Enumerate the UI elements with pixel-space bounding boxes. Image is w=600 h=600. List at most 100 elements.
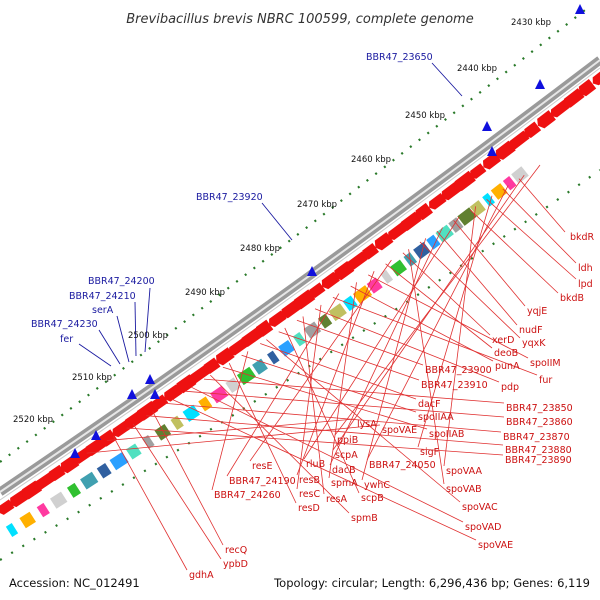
gene-arrow <box>415 202 433 221</box>
gene-label-inner: dacF <box>418 399 441 410</box>
gene-leader-line-outer <box>116 315 130 363</box>
gene-label-inner: BBR47_23880 <box>505 445 572 456</box>
gene-marker <box>482 121 492 131</box>
gene-block <box>390 259 407 277</box>
gene-label-outer: fer <box>60 334 73 345</box>
gene-block <box>435 224 454 243</box>
gene-block <box>457 207 477 226</box>
gene-leader-line <box>486 199 577 280</box>
gene-marker <box>127 389 137 399</box>
gene-block <box>490 183 508 200</box>
gene-label-inner: ppiB <box>337 435 358 446</box>
gene-block <box>80 471 99 490</box>
gene-label-inner: resD <box>298 503 320 514</box>
gene-leader-line <box>278 331 420 381</box>
gene-label-inner: BBR47_23910 <box>421 380 488 391</box>
gene-leader-line <box>350 285 494 362</box>
gene-label-inner: rluB <box>306 459 325 470</box>
gene-leader-line <box>184 390 505 418</box>
gene-label-inner: spoVAC <box>462 502 498 513</box>
gene-block <box>182 404 201 422</box>
gene-leader-line <box>419 241 521 339</box>
gene-leader-line <box>296 271 375 476</box>
gene-block <box>154 423 172 441</box>
gene-label-inner: BBR47_24190 <box>229 476 296 487</box>
gene-block <box>225 377 241 393</box>
gene-leader-line-outer <box>98 329 121 365</box>
gene-leader-line <box>106 418 356 441</box>
gene-leader-line <box>366 185 509 461</box>
gene-label-inner: yqxK <box>522 338 546 349</box>
gene-block <box>125 443 142 460</box>
gene-label-inner: scpA <box>335 450 358 461</box>
kbp-tick-label: 2430 kbp <box>511 18 551 28</box>
gene-block <box>342 295 358 312</box>
gene-label-inner: BBR47_23860 <box>506 417 573 428</box>
gene-leader-line <box>211 351 249 491</box>
gene-marker <box>575 4 585 14</box>
gene-label-inner: BBR47_23890 <box>505 455 572 466</box>
gene-leader-line <box>417 195 493 448</box>
gene-label-inner: ldh <box>578 263 593 274</box>
gene-block <box>198 396 213 412</box>
gene-label-inner: spoVAE <box>478 540 513 551</box>
gene-block <box>502 176 517 191</box>
gene-leader-line <box>266 339 461 503</box>
gene-leader-line-outer <box>261 202 293 241</box>
gene-block <box>142 434 155 449</box>
gene-arrow <box>152 394 169 410</box>
kbp-tick-label: 2460 kbp <box>351 155 391 165</box>
gene-label-inner: scpB <box>361 493 384 504</box>
gene-label-inner: spmB <box>351 513 378 524</box>
gene-block <box>252 358 268 375</box>
gene-arrow <box>203 357 221 374</box>
gene-leader-line <box>436 230 518 326</box>
leader-layer <box>78 62 577 571</box>
gene-arrow <box>563 88 585 108</box>
outer-tick-arc <box>0 9 586 463</box>
gene-leader-line-outer <box>134 301 137 357</box>
gene-marker <box>307 266 317 276</box>
kbp-tick-label: 2440 kbp <box>457 64 497 74</box>
gene-leader-line <box>86 424 381 454</box>
gene-label-inner: spoIIAB <box>429 429 464 440</box>
gene-label-outer: BBR47_23920 <box>196 192 263 203</box>
gene-leader-line <box>152 411 224 546</box>
gene-block <box>66 482 82 498</box>
gene-leader-line <box>228 363 297 504</box>
gene-label-inner: spoIIM <box>530 358 561 369</box>
gene-leader-line <box>241 354 417 413</box>
gene-block <box>170 415 184 431</box>
gene-marker <box>145 374 155 384</box>
gene-label-inner: BBR47_23870 <box>503 432 570 443</box>
gene-block <box>482 192 496 207</box>
gene-block <box>469 200 486 217</box>
gene-leader-line <box>284 327 360 494</box>
gene-label-outer: BBR47_23650 <box>366 52 433 63</box>
gene-leader-line <box>132 423 222 560</box>
genome-summary-text: Topology: circular; Length: 6,296,436 bp… <box>273 576 590 590</box>
gene-arrow <box>509 130 530 150</box>
gene-block <box>49 491 68 509</box>
gene-block <box>413 242 431 260</box>
gene-block <box>36 502 50 518</box>
gene-block <box>267 350 280 365</box>
gene-block <box>236 366 257 386</box>
gene-leader-line <box>518 178 566 233</box>
gene-block <box>328 303 347 322</box>
gene-marker <box>487 146 497 156</box>
gene-leader-line <box>453 220 526 307</box>
gene-leader-line <box>469 209 559 294</box>
gene-leader-line <box>368 274 529 359</box>
kbp-tick-label: 2490 kbp <box>185 288 225 298</box>
gene-label-outer: BBR47_24200 <box>88 276 155 287</box>
gene-label-inner: lpd <box>578 279 593 290</box>
gene-label-inner: resB <box>299 475 320 486</box>
gene-leader-line <box>303 216 460 460</box>
gene-leader-line <box>314 308 500 383</box>
gene-leader-line <box>328 282 357 479</box>
gene-leader-line <box>302 316 325 495</box>
gene-leader-line <box>249 259 392 462</box>
gene-label-inner: spoVAE <box>382 425 417 436</box>
gene-label-inner: yqjE <box>527 306 547 317</box>
